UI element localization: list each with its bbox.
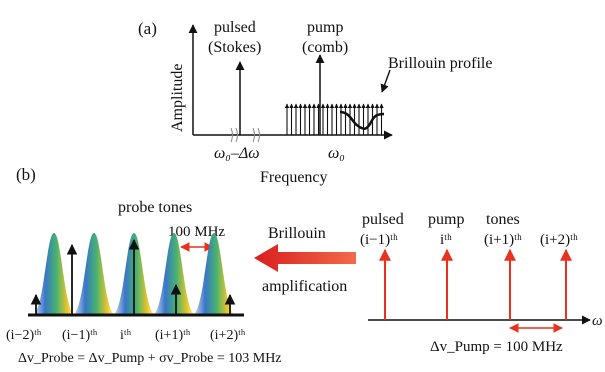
panel-a: (a) Amplitude Frequency pulsed (Stokes) … xyxy=(138,19,492,186)
tick-pulsed-freq: ω₀–Δω xyxy=(214,145,260,162)
tick-pump-freq: ω₀ xyxy=(328,145,345,162)
brillouin-profile-curve xyxy=(339,110,385,130)
probe-tones-label: probe tones xyxy=(118,199,192,216)
pump-side-pulsed-label: pulsed xyxy=(362,211,404,228)
amplification-label: amplification xyxy=(262,278,347,295)
panel-b: (b) probe tones 100 MHz (i−2)ᵗʰ (i−1)ᵗʰ … xyxy=(6,165,603,366)
pump-index-label: (i+2)ᵗʰ xyxy=(540,232,578,248)
probe-tone-arrows xyxy=(30,238,236,315)
probe-index-label: (i−2)ᵗʰ xyxy=(6,328,42,343)
probe-index-label: (i+2)ᵗʰ xyxy=(210,328,246,343)
probe-spacing-formula: Δv_Probe = Δv_Pump + σv_Probe = 103 MHz xyxy=(18,351,282,366)
probe-index-labels: (i−2)ᵗʰ (i−1)ᵗʰ iᵗʰ (i+1)ᵗʰ (i+2)ᵗʰ xyxy=(6,328,246,343)
gain-peak xyxy=(32,233,76,315)
pump-tone-arrows xyxy=(379,248,572,320)
stokes-label: (Stokes) xyxy=(208,39,261,56)
probe-index-label: iᵗʰ xyxy=(120,328,132,343)
probe-index-label: (i−1)ᵗʰ xyxy=(62,328,98,343)
comb-label: (comb) xyxy=(302,39,348,56)
panel-a-label: (a) xyxy=(138,19,157,38)
pump-side-tones-label: tones xyxy=(486,211,520,228)
amplitude-axis-label: Amplitude xyxy=(169,64,186,132)
brillouin-profile-pointer xyxy=(380,69,391,93)
gain-peak xyxy=(72,233,116,315)
frequency-axis-label: Frequency xyxy=(260,169,328,186)
pump-comb xyxy=(284,103,384,135)
pump-spacing-formula: Δv_Pump = 100 MHz xyxy=(430,339,563,355)
panel-b-label: (b) xyxy=(16,165,36,184)
pump-axis-symbol: ω xyxy=(592,313,603,329)
probe-index-label: (i+1)ᵗʰ xyxy=(155,328,191,343)
brillouin-profile-label: Brillouin profile xyxy=(388,55,492,72)
amplification-arrow-icon xyxy=(254,244,356,272)
pump-index-label: (i−1)ᵗʰ xyxy=(360,232,398,248)
probe-spacing-label: 100 MHz xyxy=(168,224,225,240)
pump-index-label: iᵗʰ xyxy=(440,232,452,248)
axis-break-icon xyxy=(230,127,260,143)
brillouin-label: Brillouin xyxy=(268,225,326,242)
pulsed-label: pulsed xyxy=(214,19,256,36)
pump-index-label: (i+1)ᵗʰ xyxy=(484,232,522,248)
pump-label: pump xyxy=(307,19,343,36)
gain-peak xyxy=(152,233,196,315)
pump-side-pump-label: pump xyxy=(428,211,464,228)
